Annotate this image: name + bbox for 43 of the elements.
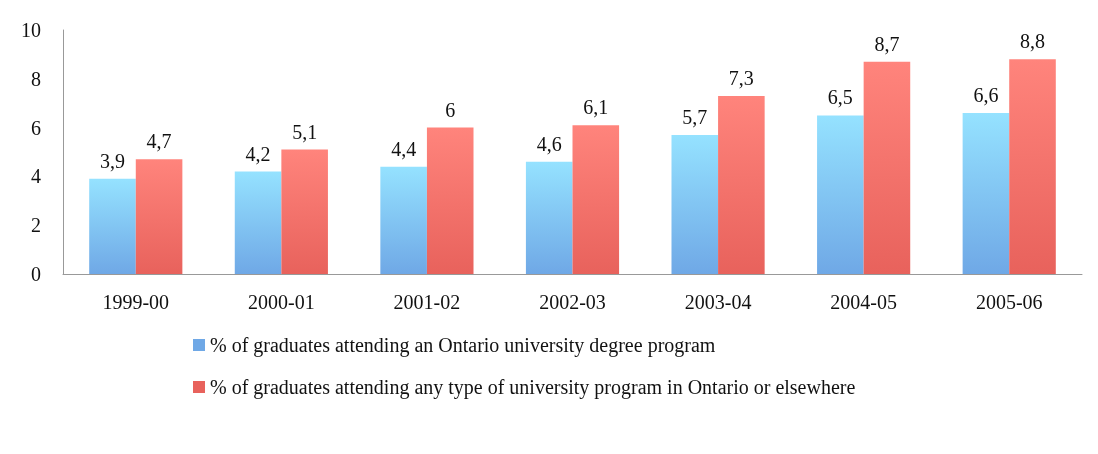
- bar: [962, 112, 1010, 274]
- data-label: 5,1: [292, 120, 318, 143]
- y-tick-label: 8: [31, 67, 41, 90]
- bar: [1009, 59, 1056, 274]
- y-tick-label: 0: [31, 263, 41, 285]
- data-label: 8,8: [1020, 30, 1046, 53]
- x-tick-label: 2003-04: [684, 291, 752, 313]
- x-tick-label: 2001-02: [393, 291, 461, 313]
- legend-label: % of graduates attending any type of university program in Ontario or elsewhere: [210, 376, 856, 399]
- y-tick-label: 2: [31, 214, 41, 237]
- bar: [671, 134, 719, 274]
- data-label: 6,5: [827, 86, 853, 109]
- x-tick-label: 2000-01: [248, 291, 315, 313]
- x-tick-label: 2005-06: [975, 291, 1043, 313]
- data-label: 6,6: [973, 83, 999, 106]
- data-label: 4,6: [536, 132, 562, 155]
- bar: [281, 149, 328, 274]
- legend-label: % of graduates attending an Ontario university degree program: [210, 334, 716, 357]
- data-label: 5,7: [682, 105, 708, 128]
- bar: [135, 159, 183, 274]
- data-label: 7,3: [728, 66, 754, 89]
- bar: [234, 171, 282, 274]
- bar: [572, 125, 620, 274]
- data-label: 4,2: [245, 142, 271, 165]
- data-label: 3,9: [99, 149, 125, 172]
- data-label: 4,4: [391, 137, 417, 160]
- bar: [380, 166, 427, 274]
- bar: [863, 61, 911, 274]
- bar: [718, 95, 765, 274]
- bar: [817, 115, 864, 274]
- y-tick-label: 10: [21, 19, 41, 41]
- data-label: 6: [445, 98, 456, 121]
- bar: [89, 178, 136, 274]
- data-label: 8,7: [874, 32, 900, 55]
- bar: [525, 161, 573, 274]
- y-tick-label: 4: [31, 165, 41, 188]
- x-tick-label: 2004-05: [830, 291, 897, 313]
- y-tick-label: 6: [31, 116, 41, 139]
- bar: [426, 127, 474, 274]
- x-tick-label: 1999-00: [102, 291, 170, 313]
- x-tick-label: 2002-03: [539, 291, 606, 313]
- data-label: 6,1: [583, 96, 609, 119]
- data-label: 4,7: [146, 130, 172, 153]
